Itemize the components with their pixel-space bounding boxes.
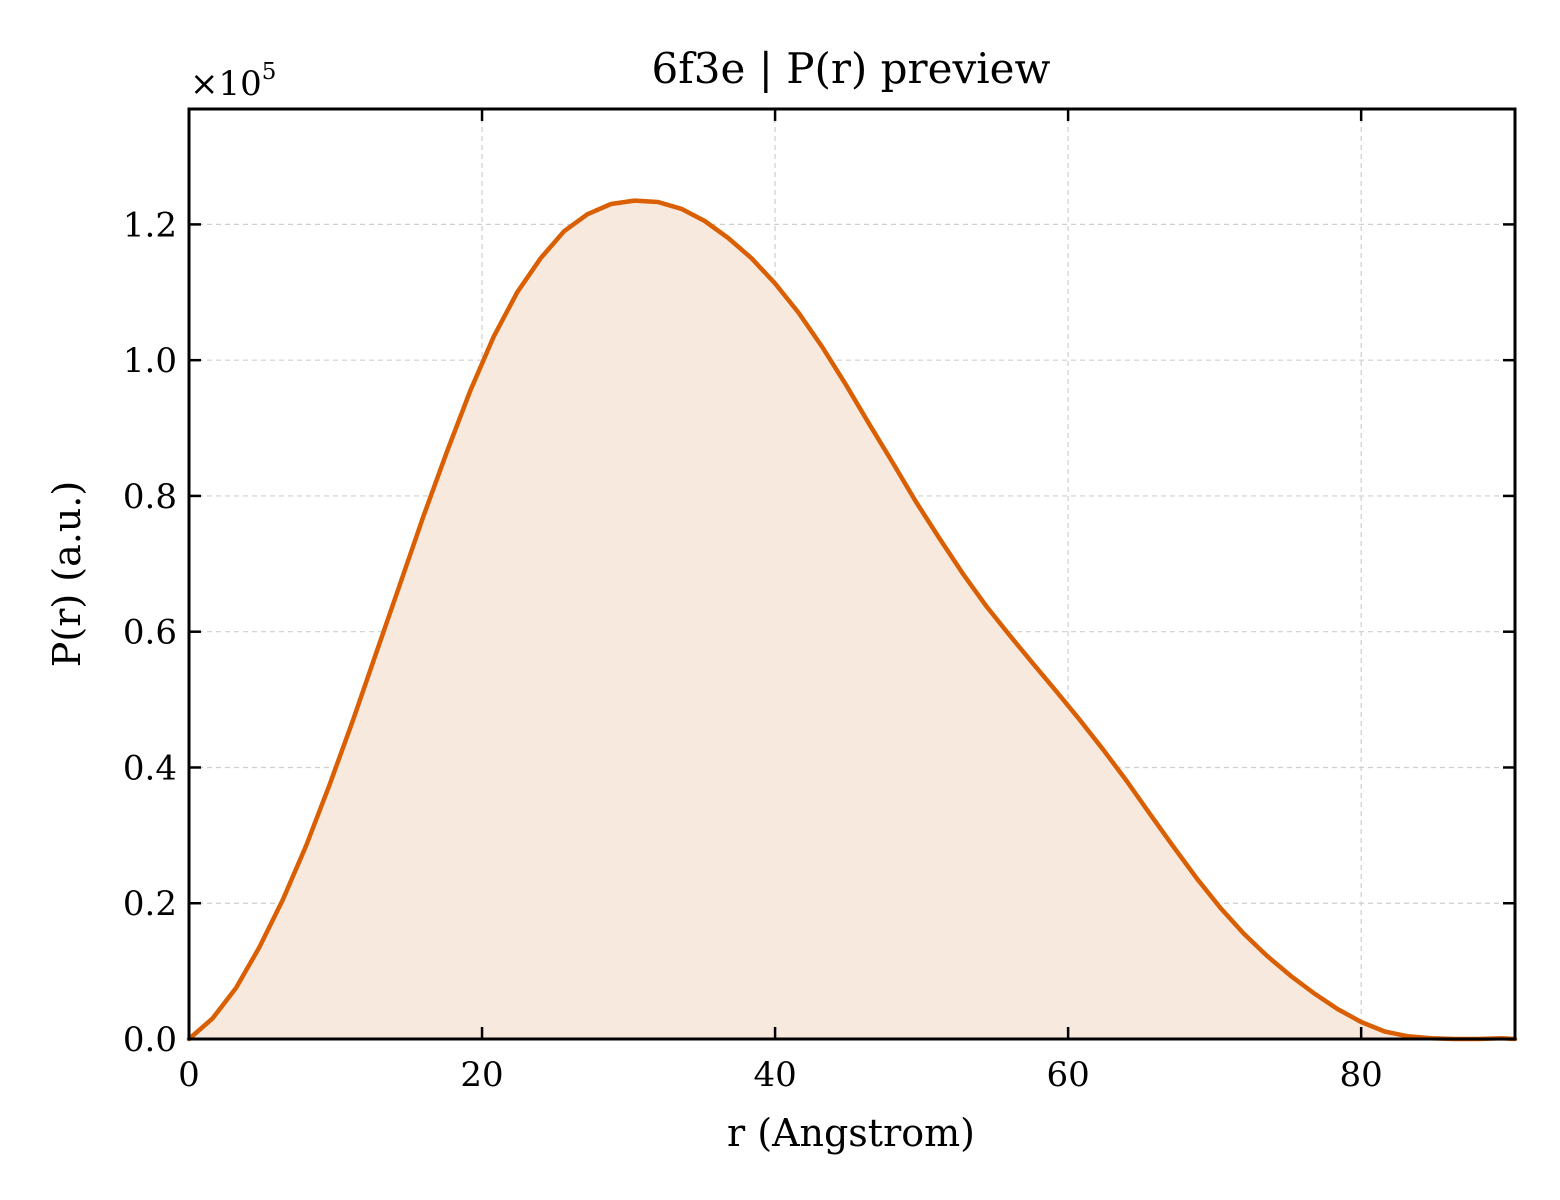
x-tick-label: 0 (178, 1055, 200, 1095)
plot-frame (187, 107, 1517, 1041)
area-fill (189, 200, 1515, 1040)
y-axis-label: P(r) (a.u.) (45, 481, 89, 667)
y-tick-label: 0.0 (123, 1020, 177, 1060)
y-multiplier-label: ×105 (190, 59, 276, 104)
y-tick-label: 0.8 (123, 477, 177, 517)
series-line (186, 198, 1518, 1042)
y-multiplier-exponent: 5 (262, 59, 277, 85)
y-tick-label: 0.6 (123, 613, 177, 653)
x-tick-label: 20 (460, 1055, 503, 1095)
y-tick-label: 0.4 (123, 748, 177, 788)
x-tick-label: 40 (753, 1055, 796, 1095)
chart-title: 6f3e | P(r) preview (652, 44, 1051, 93)
y-multiplier-base: ×10 (190, 64, 262, 104)
ticks: 0 20 40 60 80 0.0 0.2 0.4 0.6 0.8 1.0 1.2 (123, 109, 1515, 1095)
y-tick-label: 1.2 (123, 205, 177, 245)
y-tick-label: 1.0 (123, 341, 177, 381)
x-axis-label: r (Angstrom) (727, 1111, 975, 1155)
y-tick-label: 0.2 (123, 884, 177, 924)
x-tick-label: 80 (1340, 1055, 1383, 1095)
x-tick-label: 60 (1046, 1055, 1089, 1095)
